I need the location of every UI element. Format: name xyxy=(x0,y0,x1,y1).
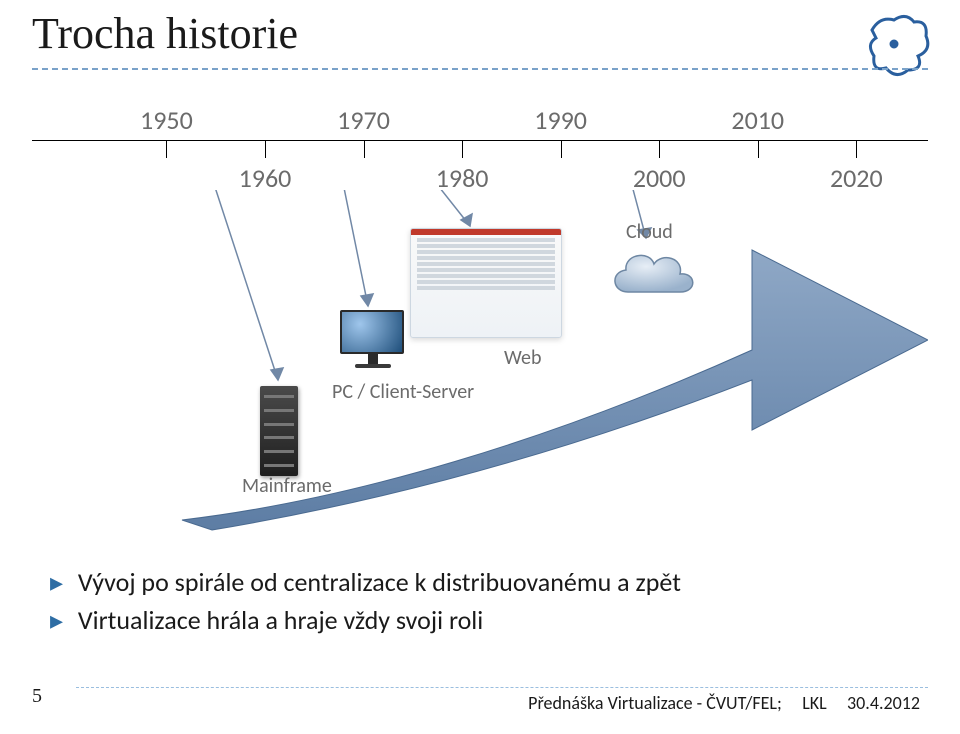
era-mainframe-label: Mainframe xyxy=(242,474,332,498)
footer-author: LKL xyxy=(802,692,827,714)
tick-2020 xyxy=(856,140,857,158)
cloud-icon xyxy=(604,242,700,304)
web-screenshot-icon xyxy=(410,228,562,338)
slide-root: Trocha historie 1950 1970 1990 2010 1960… xyxy=(0,0,960,734)
year-2010: 2010 xyxy=(718,104,798,136)
tick-1990 xyxy=(561,140,562,158)
tick-1980 xyxy=(462,140,463,158)
bullet-text: Virtualizace hrála a hraje vždy svoji ro… xyxy=(78,604,483,636)
era-pc-label: PC / Client-Server xyxy=(332,380,474,404)
tick-2010 xyxy=(758,140,759,158)
bullet-marker-icon: ▸ xyxy=(50,566,72,598)
year-1970: 1970 xyxy=(324,104,404,136)
bullet-marker-icon: ▸ xyxy=(50,604,72,636)
footer-date: 30.4.2012 xyxy=(847,692,920,714)
page-number: 5 xyxy=(32,685,42,708)
tick-1970 xyxy=(364,140,365,158)
tick-1960 xyxy=(265,140,266,158)
pc-monitor-icon xyxy=(340,310,406,370)
era-cloud-label: Cloud xyxy=(626,220,673,244)
bullet-text: Vývoj po spirále od centralizace k distr… xyxy=(78,566,681,598)
tick-2000 xyxy=(659,140,660,158)
footer-text: Přednáška Virtualizace - ČVUT/FEL; LKL 3… xyxy=(360,692,920,714)
title-divider xyxy=(32,68,928,70)
year-1990: 1990 xyxy=(521,104,601,136)
bullet-list: ▸ Vývoj po spirále od centralizace k dis… xyxy=(50,560,900,642)
bullet-item: ▸ Vývoj po spirále od centralizace k dis… xyxy=(50,566,900,598)
mainframe-server-icon xyxy=(260,386,298,476)
page-title: Trocha historie xyxy=(32,8,298,59)
tick-1950 xyxy=(166,140,167,158)
bullet-item: ▸ Virtualizace hrála a hraje vždy svoji … xyxy=(50,604,900,636)
footer-title: Přednáška Virtualizace - ČVUT/FEL; xyxy=(528,692,782,714)
era-web-label: Web xyxy=(504,346,542,370)
evolution-diagram: Web Cloud PC / Client-Server xyxy=(32,190,928,550)
footer-divider xyxy=(76,687,928,688)
timeline: 1950 1970 1990 2010 1960 1980 2000 2020 xyxy=(32,100,928,190)
year-1950: 1950 xyxy=(126,104,206,136)
